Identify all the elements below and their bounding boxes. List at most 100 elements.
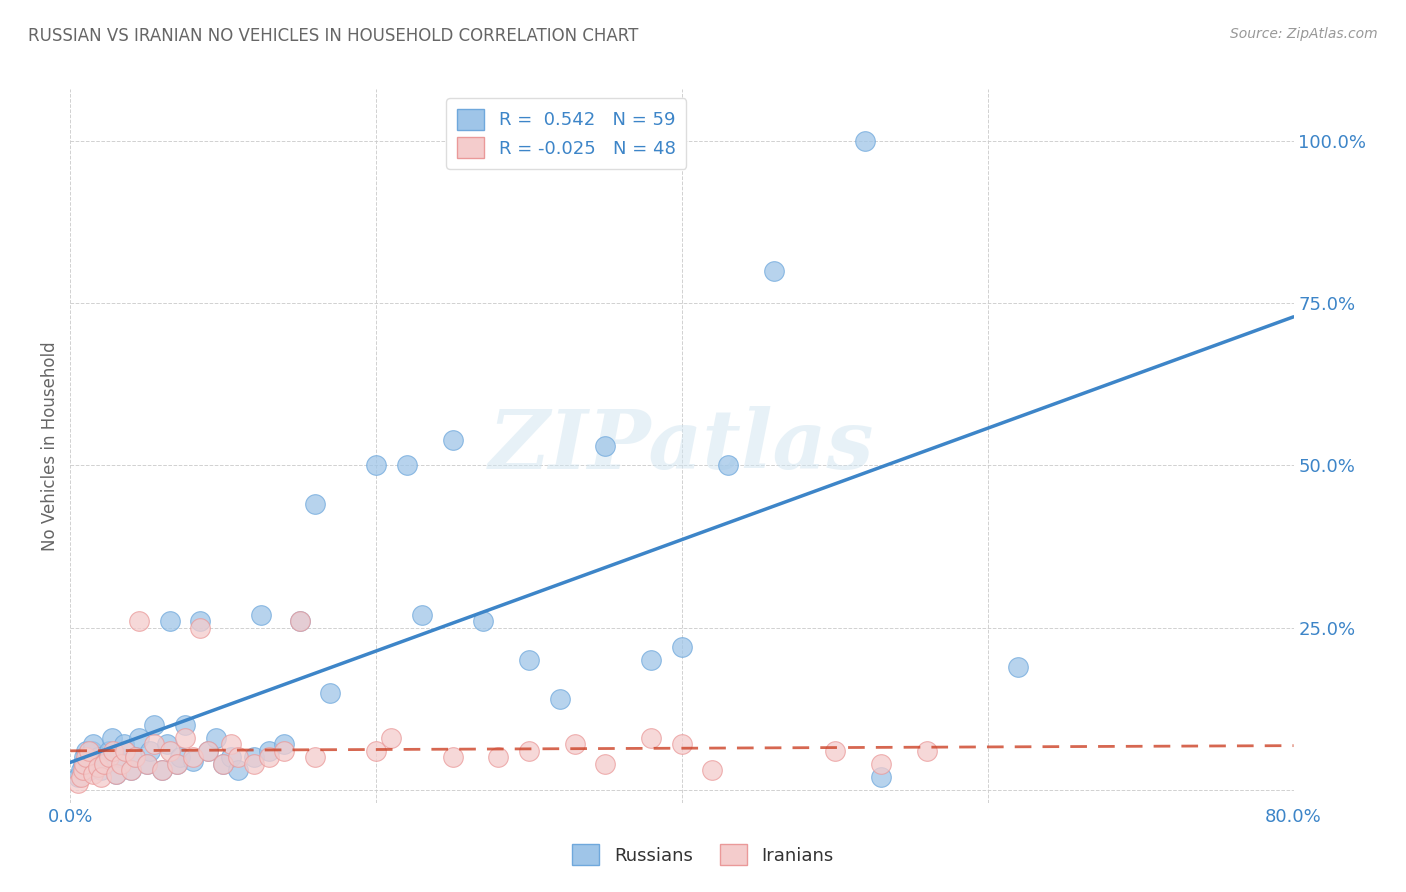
Point bbox=[124, 750, 146, 764]
Point bbox=[671, 738, 693, 752]
Point bbox=[319, 685, 342, 699]
Point bbox=[75, 750, 97, 764]
Point bbox=[73, 750, 96, 764]
Point bbox=[517, 653, 540, 667]
Point bbox=[80, 744, 103, 758]
Point bbox=[166, 756, 188, 771]
Point bbox=[824, 744, 846, 758]
Point bbox=[72, 756, 94, 771]
Point bbox=[77, 764, 100, 778]
Point bbox=[243, 756, 266, 771]
Point bbox=[143, 718, 166, 732]
Point bbox=[77, 744, 100, 758]
Point bbox=[564, 738, 586, 752]
Legend: Russians, Iranians: Russians, Iranians bbox=[564, 835, 842, 874]
Point bbox=[1007, 659, 1029, 673]
Point bbox=[70, 770, 93, 784]
Point bbox=[72, 764, 94, 778]
Point bbox=[869, 770, 891, 784]
Y-axis label: No Vehicles in Household: No Vehicles in Household bbox=[41, 341, 59, 551]
Point bbox=[174, 718, 197, 732]
Point bbox=[110, 756, 132, 771]
Point bbox=[257, 744, 280, 758]
Point bbox=[90, 764, 112, 778]
Point bbox=[101, 744, 124, 758]
Point bbox=[159, 614, 181, 628]
Text: RUSSIAN VS IRANIAN NO VEHICLES IN HOUSEHOLD CORRELATION CHART: RUSSIAN VS IRANIAN NO VEHICLES IN HOUSEH… bbox=[28, 27, 638, 45]
Point bbox=[288, 614, 311, 628]
Point bbox=[87, 750, 110, 764]
Point bbox=[128, 614, 150, 628]
Point bbox=[204, 731, 226, 745]
Point bbox=[66, 776, 89, 790]
Point bbox=[97, 744, 120, 758]
Point bbox=[304, 497, 326, 511]
Point bbox=[143, 738, 166, 752]
Point bbox=[97, 750, 120, 764]
Point bbox=[212, 756, 235, 771]
Point bbox=[441, 750, 464, 764]
Point bbox=[702, 764, 724, 778]
Point bbox=[250, 607, 273, 622]
Point bbox=[595, 756, 617, 771]
Point bbox=[135, 756, 157, 771]
Point bbox=[105, 766, 128, 780]
Point bbox=[114, 744, 136, 758]
Point bbox=[70, 764, 93, 778]
Point bbox=[228, 764, 250, 778]
Point bbox=[79, 756, 101, 771]
Point bbox=[174, 731, 197, 745]
Point bbox=[121, 764, 143, 778]
Text: ZIPatlas: ZIPatlas bbox=[489, 406, 875, 486]
Point bbox=[188, 621, 211, 635]
Point bbox=[671, 640, 693, 654]
Point bbox=[441, 433, 464, 447]
Point bbox=[855, 134, 877, 148]
Point bbox=[108, 750, 131, 764]
Point bbox=[197, 744, 219, 758]
Point bbox=[488, 750, 510, 764]
Point bbox=[219, 750, 242, 764]
Point bbox=[75, 744, 97, 758]
Point bbox=[869, 756, 891, 771]
Point bbox=[366, 458, 388, 473]
Point bbox=[762, 264, 785, 278]
Point bbox=[380, 731, 402, 745]
Point bbox=[124, 750, 146, 764]
Point bbox=[717, 458, 740, 473]
Point bbox=[139, 744, 162, 758]
Point bbox=[411, 607, 433, 622]
Point bbox=[640, 653, 662, 667]
Point bbox=[640, 731, 662, 745]
Point bbox=[228, 750, 250, 764]
Point bbox=[188, 614, 211, 628]
Point bbox=[112, 738, 135, 752]
Point bbox=[135, 756, 157, 771]
Point bbox=[156, 738, 179, 752]
Point bbox=[105, 766, 128, 780]
Point bbox=[181, 750, 204, 764]
Point bbox=[212, 756, 235, 771]
Point bbox=[243, 750, 266, 764]
Point bbox=[219, 738, 242, 752]
Point bbox=[150, 764, 173, 778]
Point bbox=[82, 766, 104, 780]
Point bbox=[93, 756, 115, 771]
Point bbox=[366, 744, 388, 758]
Point bbox=[83, 756, 105, 771]
Point bbox=[288, 614, 311, 628]
Point bbox=[82, 738, 104, 752]
Point bbox=[166, 756, 188, 771]
Point bbox=[915, 744, 938, 758]
Point bbox=[273, 744, 295, 758]
Point bbox=[273, 738, 295, 752]
Point bbox=[150, 764, 173, 778]
Point bbox=[90, 770, 112, 784]
Point bbox=[159, 744, 181, 758]
Point bbox=[257, 750, 280, 764]
Point bbox=[128, 731, 150, 745]
Legend: R =  0.542   N = 59, R = -0.025   N = 48: R = 0.542 N = 59, R = -0.025 N = 48 bbox=[446, 98, 686, 169]
Point bbox=[197, 744, 219, 758]
Point bbox=[181, 754, 204, 768]
Point bbox=[517, 744, 540, 758]
